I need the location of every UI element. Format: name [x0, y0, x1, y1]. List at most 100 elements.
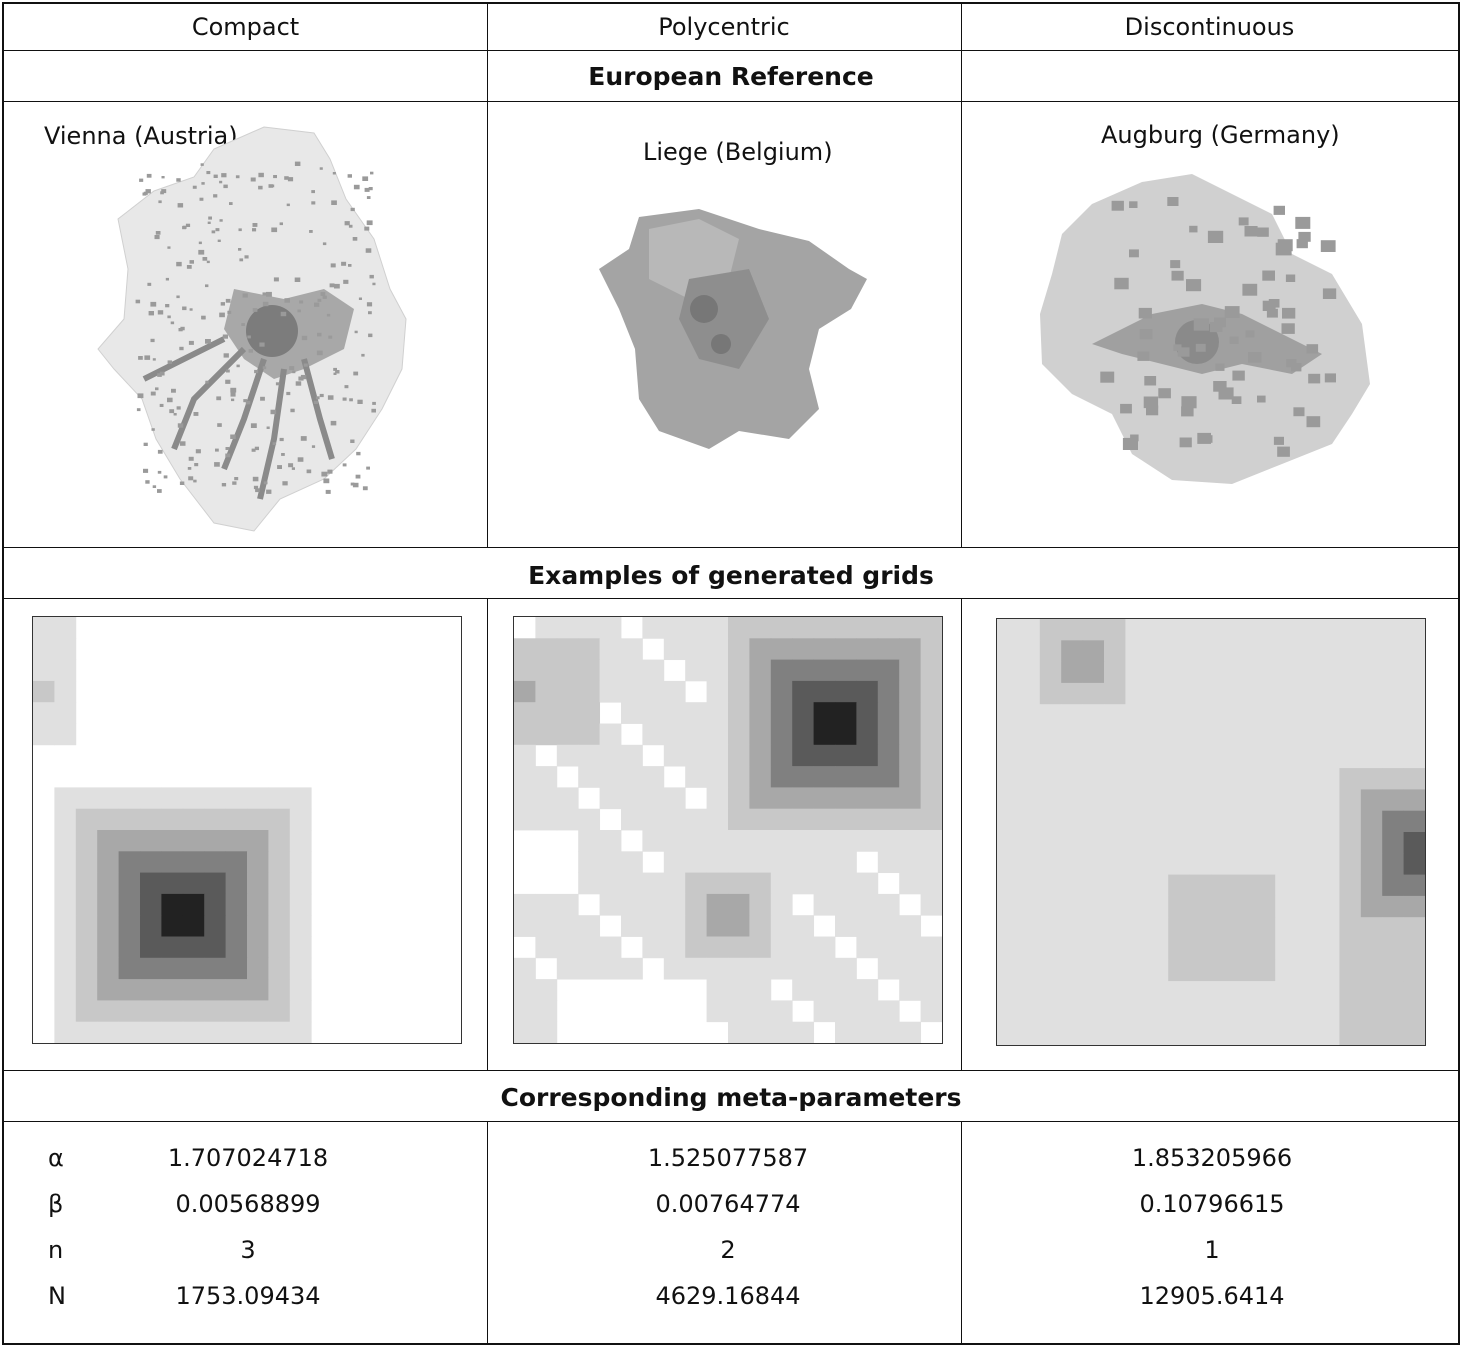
grid-cell — [997, 619, 1019, 641]
grid-cell — [1275, 1023, 1298, 1045]
grid-cell — [835, 957, 857, 980]
map-patch — [161, 189, 167, 194]
map-patch — [364, 187, 370, 192]
map-patch — [258, 185, 263, 190]
map-patch — [1238, 217, 1249, 226]
map-patch — [142, 192, 147, 196]
map-patch — [1295, 216, 1311, 229]
map-patch — [1195, 343, 1206, 352]
grid-cell — [1318, 789, 1340, 812]
grid-cell — [140, 936, 162, 959]
grid-cell — [556, 957, 579, 980]
map-patch — [137, 393, 144, 399]
grid-cell — [1061, 895, 1084, 918]
grid-cell — [728, 957, 750, 980]
grid-cell — [1146, 1023, 1169, 1045]
grid-cell — [749, 830, 772, 852]
grid-cell — [792, 659, 815, 682]
grid-cell — [247, 808, 269, 831]
grid-cell — [1382, 640, 1405, 663]
grid-cell — [1039, 704, 1062, 726]
grid-cell — [247, 830, 269, 852]
grid-cell — [1125, 981, 1148, 1003]
grid-cell — [578, 936, 601, 959]
grid-cell — [642, 872, 665, 895]
grid-cell — [770, 617, 793, 639]
map-patch — [273, 175, 277, 179]
grid-cell — [1061, 725, 1084, 748]
grid-cell — [1082, 1023, 1105, 1045]
grid-cell — [706, 744, 729, 767]
section-divider-3 — [4, 598, 1458, 599]
grid-cell — [118, 1021, 141, 1043]
grid-cell — [1168, 746, 1191, 769]
grid-cell — [1382, 874, 1405, 897]
grid-cell — [1189, 832, 1212, 854]
grid-cell — [706, 936, 729, 959]
grid-cell — [1339, 1002, 1362, 1025]
grid-cell — [1061, 917, 1084, 939]
column-header-discontinuous: Discontinuous — [1124, 13, 1295, 41]
grid-cell — [877, 851, 900, 874]
grid-cell — [685, 723, 708, 746]
map-patch — [352, 482, 359, 488]
grid-cell — [728, 766, 750, 788]
grid-cell — [578, 702, 601, 724]
grid-cell — [642, 936, 665, 959]
map-patch — [1193, 318, 1210, 331]
grid-cell — [1125, 895, 1148, 918]
map-liege — [599, 209, 867, 449]
map-patch — [286, 203, 290, 207]
grid-cell — [289, 851, 312, 874]
grid-cell — [835, 808, 857, 831]
map-patch — [150, 391, 156, 396]
map-patch — [206, 171, 211, 175]
grid-cell — [1360, 874, 1383, 897]
grid-cell — [899, 936, 922, 959]
grid-cell — [578, 638, 601, 661]
map-patch — [294, 161, 301, 166]
grid-cell — [1253, 619, 1276, 641]
map-patch — [320, 292, 326, 296]
grid-cell — [706, 979, 729, 1001]
grid-cell — [792, 808, 815, 831]
grid-cell — [535, 808, 558, 831]
map-patch — [1100, 371, 1115, 383]
grid-cell — [1018, 959, 1041, 982]
grid-cell — [54, 830, 77, 852]
map-patch — [262, 292, 267, 296]
grid-cell — [1082, 704, 1105, 726]
grid-cell — [1296, 853, 1319, 876]
map-patch — [232, 481, 237, 485]
grid-cell — [1061, 746, 1084, 769]
map-patch — [1242, 283, 1258, 296]
grid-cell — [792, 723, 815, 746]
grid-cell — [1146, 981, 1169, 1003]
map-patch — [1189, 225, 1198, 233]
grid-cell — [997, 895, 1019, 918]
grid-cell — [663, 872, 686, 895]
grid-cell — [1253, 768, 1276, 790]
grid-cell — [621, 638, 643, 661]
map-patch — [213, 194, 218, 198]
grid-cell — [1339, 640, 1362, 663]
map-patch — [225, 379, 231, 384]
grid-cell — [813, 766, 836, 788]
grid-cell — [813, 617, 836, 639]
map-patch — [255, 488, 260, 493]
grid-cell — [1253, 746, 1276, 769]
grid-cell — [835, 659, 857, 682]
grid-cell — [182, 915, 205, 937]
grid-cell — [599, 893, 622, 916]
grid-cell — [1082, 959, 1105, 982]
grid-cell — [225, 957, 248, 980]
grid-cell — [1403, 917, 1425, 939]
param-polycentric-beta: 0.00764774 — [655, 1190, 801, 1218]
grid-cell — [161, 872, 184, 895]
grid-cell — [663, 723, 686, 746]
grid-cell — [1382, 1002, 1405, 1025]
map-patch — [350, 439, 355, 443]
map-patch — [200, 163, 204, 166]
grid-cell — [247, 979, 269, 1001]
grid-cell — [1232, 853, 1255, 876]
